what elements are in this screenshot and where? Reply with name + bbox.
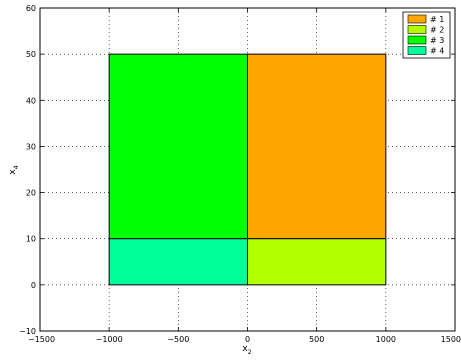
- y-tick-label: 20: [26, 189, 36, 198]
- y-axis-label: x4: [8, 165, 20, 174]
- regions: [108, 53, 387, 286]
- x-tick-label: 0: [245, 335, 250, 344]
- y-tick-label: 0: [31, 281, 36, 290]
- y-tick-label: 10: [26, 235, 36, 244]
- ticks: −1500 −1000 −500 0 500 1000 1500 −10 0 10 20 30 40 50…: [19, 4, 461, 344]
- y-tick-label: 40: [26, 96, 36, 105]
- legend-swatch-4: [407, 46, 427, 55]
- x-axis-label-main: x: [242, 344, 248, 354]
- y-tick-label: −10: [19, 327, 36, 336]
- legend-swatch-3: [407, 35, 427, 45]
- legend-swatch-2: [407, 25, 427, 34]
- region-2: [247, 238, 387, 286]
- x-axis-label-sub: 2: [248, 349, 252, 356]
- x-tick-label: 1500: [441, 335, 461, 344]
- legend-swatch-1: [407, 14, 427, 24]
- legend-label-4: # 4: [430, 47, 444, 56]
- legend-label-1: # 1: [430, 15, 444, 24]
- x-axis-label: x2: [242, 344, 251, 356]
- legend: # 1 # 2# 3 # 4: [402, 11, 451, 59]
- y-axis-label-sub: 4: [13, 165, 20, 169]
- x-tick-label: −1000: [96, 335, 123, 344]
- y-tick-label: 60: [26, 4, 36, 13]
- x-tick-label: 500: [309, 335, 324, 344]
- region-3: [108, 53, 248, 240]
- x-tick-label: 1000: [376, 335, 396, 344]
- x-tick-label: −500: [167, 335, 189, 344]
- legend-label-2: # 2: [430, 26, 444, 35]
- x-tick-label: −1500: [28, 335, 55, 344]
- y-tick-label: 30: [26, 142, 36, 151]
- region-4: [108, 238, 248, 286]
- y-tick-label: 50: [26, 50, 36, 59]
- region-1: [247, 53, 387, 240]
- legend-label-3: # 3: [430, 36, 444, 45]
- y-axis-label-main: x: [8, 169, 18, 175]
